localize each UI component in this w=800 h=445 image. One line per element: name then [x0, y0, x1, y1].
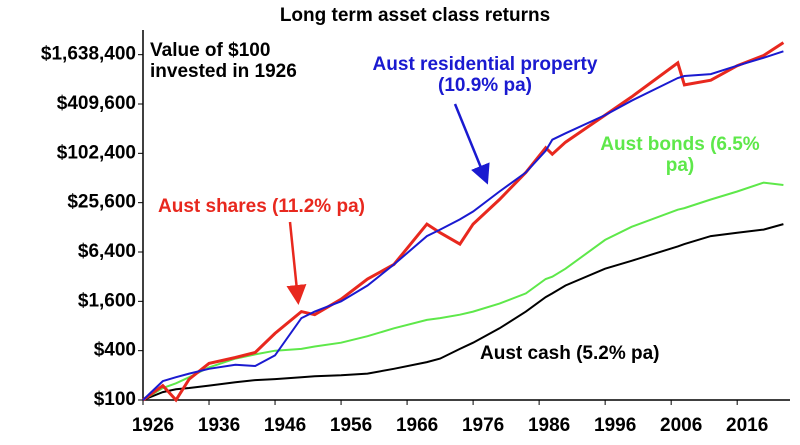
y-tick-label: $409,600 — [57, 93, 136, 114]
chart-title: Long term asset class returns — [280, 5, 550, 26]
series-label: Aust cash (5.2% pa) — [480, 343, 660, 364]
x-tick-label: 1956 — [330, 415, 372, 436]
subtitle: Value of $100 invested in 1926 — [150, 40, 297, 82]
arrow — [453, 103, 490, 185]
arrow — [286, 221, 307, 305]
series-line — [142, 181, 784, 401]
y-tick-label: $100 — [94, 389, 136, 410]
x-tick-label: 1946 — [264, 415, 306, 436]
series-label: Aust bonds (6.5% pa) — [600, 134, 760, 176]
y-tick-label: $102,400 — [57, 142, 136, 163]
y-tick-label: $6,400 — [78, 241, 136, 262]
x-tick-label: 2006 — [660, 415, 702, 436]
series-line — [142, 50, 784, 401]
y-tick-label: $1,638,400 — [41, 44, 136, 65]
y-tick-label: $1,600 — [78, 290, 136, 311]
series-label: Aust residential property (10.9% pa) — [372, 54, 598, 96]
x-tick-label: 1926 — [132, 415, 174, 436]
x-tick-label: 1976 — [462, 415, 504, 436]
y-tick-label: $400 — [94, 340, 136, 361]
x-tick-label: 1996 — [594, 415, 636, 436]
x-tick-label: 2016 — [726, 415, 768, 436]
x-tick-label: 1936 — [198, 415, 240, 436]
series-label: Aust shares (11.2% pa) — [158, 196, 365, 217]
series-line — [142, 223, 784, 401]
x-tick-label: 1966 — [396, 415, 438, 436]
series-line — [142, 41, 785, 403]
x-tick-label: 1986 — [528, 415, 570, 436]
y-tick-label: $25,600 — [67, 192, 136, 213]
